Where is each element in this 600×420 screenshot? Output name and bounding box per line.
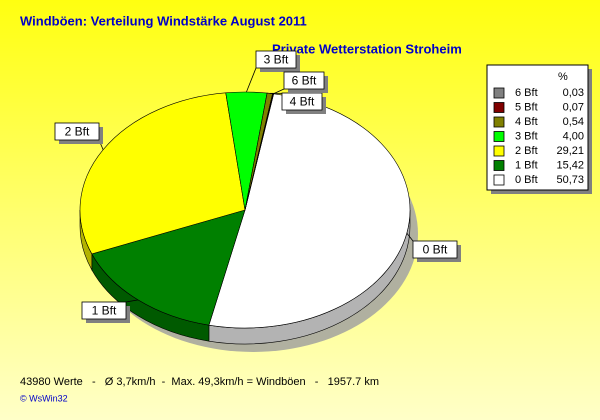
data-label: 6 Bft bbox=[292, 74, 317, 88]
leader-line bbox=[273, 88, 285, 95]
legend-label: 5 Bft bbox=[515, 101, 538, 113]
data-labels: 0 Bft 1 Bft 2 Bft 3 Bft 4 Bft 6 Bft bbox=[54, 50, 461, 323]
footer: 43980 Werte - Ø 3,7km/h - Max. 49,3km/h … bbox=[20, 376, 379, 388]
legend-label: 3 Bft bbox=[515, 130, 538, 142]
legend-value: 15,42 bbox=[556, 159, 584, 171]
credit: © WsWin32 bbox=[20, 393, 68, 403]
legend-value: 0,07 bbox=[563, 101, 584, 113]
legend-label: 1 Bft bbox=[515, 159, 538, 171]
data-label: 4 Bft bbox=[290, 95, 315, 109]
leader-line bbox=[125, 299, 139, 303]
chart-subtitle: Private Wetterstation Stroheim bbox=[272, 41, 462, 56]
label-box bbox=[54, 122, 100, 141]
legend-swatch bbox=[493, 160, 505, 171]
legend-value: 50,73 bbox=[556, 174, 584, 186]
legend-swatch bbox=[493, 102, 505, 113]
pie bbox=[79, 91, 418, 352]
pie-slice bbox=[91, 209, 246, 326]
label-box bbox=[255, 50, 297, 69]
leader-line bbox=[406, 232, 414, 242]
legend-swatch bbox=[493, 131, 505, 142]
data-label: 1 Bft bbox=[92, 304, 117, 318]
pie-slice bbox=[79, 92, 246, 255]
legend-label: 0 Bft bbox=[515, 174, 538, 186]
legend-value: 0,03 bbox=[563, 87, 584, 99]
data-label: 3 Bft bbox=[264, 53, 289, 67]
legend-value: 0,54 bbox=[563, 116, 584, 128]
leader-line bbox=[246, 67, 257, 93]
legend-title: % bbox=[558, 71, 568, 83]
legend-value: 4,00 bbox=[563, 130, 584, 142]
legend-swatch bbox=[493, 116, 505, 128]
pie-slice bbox=[208, 93, 411, 329]
legend-label: 4 Bft bbox=[515, 116, 538, 128]
data-label: 0 Bft bbox=[423, 243, 448, 257]
data-label: 2 Bft bbox=[65, 125, 90, 139]
legend: 6 Bft 0,03 5 Bft 0,07 4 Bft 0,54 3 Bft 4,00 2 Bf… bbox=[493, 87, 584, 186]
label-box bbox=[412, 240, 458, 259]
legend-swatch bbox=[493, 87, 505, 99]
legend-swatch bbox=[493, 174, 505, 186]
label-box bbox=[283, 71, 325, 90]
legend-label: 6 Bft bbox=[515, 87, 538, 99]
legend-value: 29,21 bbox=[556, 145, 584, 157]
legend-swatch bbox=[493, 145, 505, 157]
chart-title: Windböen: Verteilung Windstärke August 2… bbox=[20, 13, 307, 28]
legend-label: 2 Bft bbox=[515, 145, 538, 157]
label-box bbox=[81, 301, 127, 320]
